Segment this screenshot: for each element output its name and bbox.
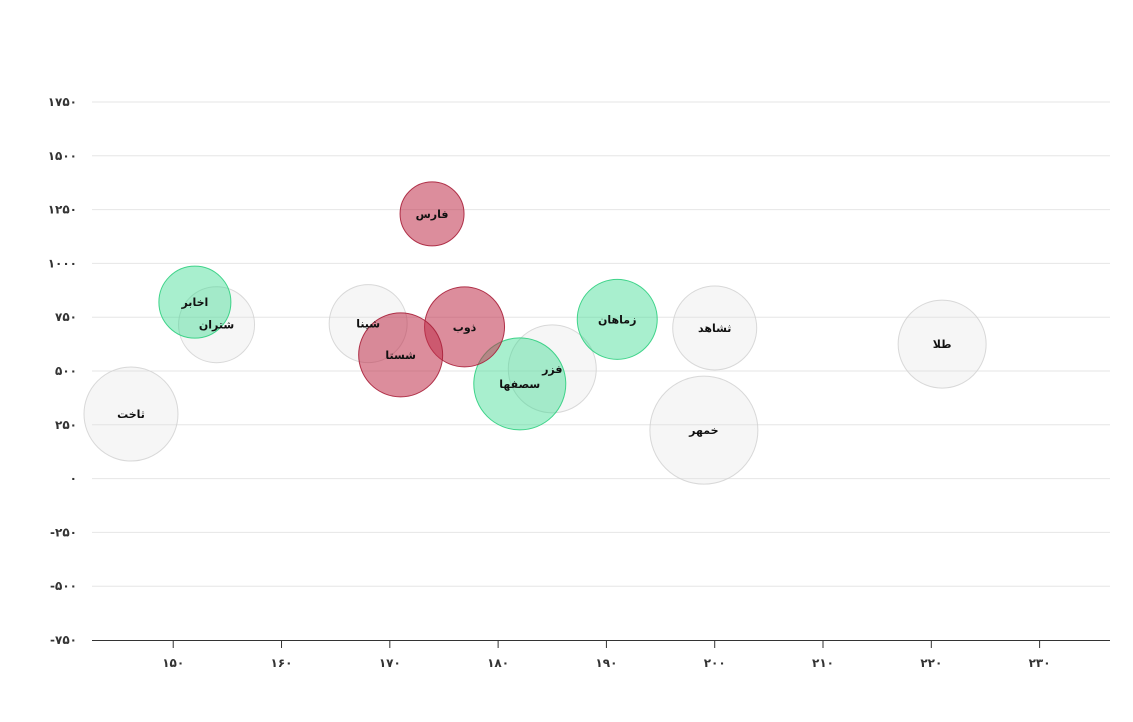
bubble-neutral[interactable] xyxy=(897,299,987,389)
bubble-label: ثاخت xyxy=(117,408,145,421)
y-tick-label: ۲۵۰ xyxy=(55,418,77,432)
y-tick-label: ۱۰۰۰ xyxy=(48,256,77,270)
bubble-positive[interactable] xyxy=(473,337,567,431)
y-tick-label: ۱۲۵۰ xyxy=(48,203,77,217)
x-tick-label: ۱۶۰ xyxy=(271,656,293,670)
bubble-neutral[interactable] xyxy=(507,324,597,414)
bubble-label: شستا xyxy=(385,349,416,362)
y-tick-label: ۰ xyxy=(70,472,77,486)
bubble-neutral[interactable] xyxy=(672,285,758,371)
x-tick-label: ۱۵۰ xyxy=(162,656,184,670)
bubble-neutral[interactable] xyxy=(649,375,759,485)
bubble-label: سصفها xyxy=(499,378,540,391)
bubble-neutral[interactable] xyxy=(83,366,179,462)
x-tick-label: ۱۷۰ xyxy=(379,656,401,670)
x-tick-label: ۲۰۰ xyxy=(704,656,726,670)
y-tick-label: ۱۵۰۰ xyxy=(48,149,77,163)
bubble-label: خمهر xyxy=(688,424,718,437)
y-tick-label: ۵۰۰ xyxy=(55,364,77,378)
y-tick-label: -۲۵۰ xyxy=(50,525,77,539)
bubble-negative[interactable] xyxy=(358,312,444,398)
bubble-positive[interactable] xyxy=(576,278,658,360)
bubble-negative[interactable] xyxy=(399,181,465,247)
grid-layer xyxy=(92,101,1110,587)
bubble-neutral[interactable] xyxy=(178,286,256,364)
y-tick-label: ۷۵۰ xyxy=(55,310,77,324)
bubble-label: شپنا xyxy=(356,318,380,331)
bubble-label: ذوب xyxy=(453,321,477,334)
y-tick-label: -۷۵۰ xyxy=(50,633,77,647)
y-tick-label: ۱۷۵۰ xyxy=(48,95,77,109)
bubble-label: فارس xyxy=(416,208,449,221)
x-tick-label: ۲۱۰ xyxy=(812,656,834,670)
bubble-label-layer: ثاخت شتران شپنا فزر ثشاهد خمهر طلا اخابر زماهان س… xyxy=(117,208,951,437)
bubble-label: فزر xyxy=(541,363,562,376)
y-tick-label: -۵۰۰ xyxy=(50,579,77,593)
bubble-label: ثشاهد xyxy=(698,322,731,335)
bubble-label: اخابر xyxy=(180,296,208,309)
bubble-positive[interactable] xyxy=(158,265,232,339)
bubble-label: شتران xyxy=(199,319,234,332)
x-tick-label: ۱۹۰ xyxy=(595,656,617,670)
x-tick-label: ۱۸۰ xyxy=(487,656,509,670)
bubble-label: زماهان xyxy=(598,313,636,326)
bubble-label: طلا xyxy=(933,338,952,351)
bubble-layer xyxy=(83,181,987,485)
x-tick-label: ۲۳۰ xyxy=(1029,656,1051,670)
axis-layer: ۱۷۵۰ ۱۵۰۰ ۱۲۵۰ ۱۰۰۰ ۷۵۰ ۵۰۰ ۲۵۰ ۰ -۲۵۰ -۵۰۰ -۷۵۰ ۱۵… xyxy=(48,95,1110,670)
x-tick-label: ۲۲۰ xyxy=(920,656,942,670)
